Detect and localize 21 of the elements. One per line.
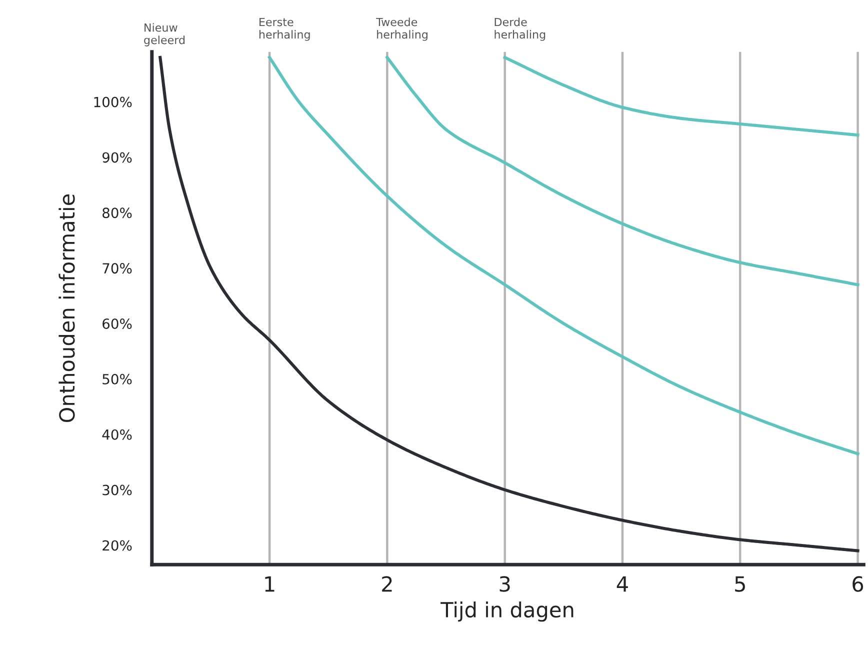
annotation: Nieuw geleerd [144,23,185,46]
ref-line-label: Tweede herhaling [376,18,428,41]
y-tick-label: 40% [102,429,132,440]
y-tick-label: 90% [102,152,132,163]
y-tick-label: 50% [102,374,132,384]
ref-line-label: Eerste herhaling [259,18,310,41]
y-axis-title: Onthouden informatie [58,194,75,422]
x-tick-label: 2 [382,576,392,592]
y-tick-label: 80% [102,208,132,218]
x-tick-label: 3 [500,576,510,592]
ref-line-label: Derde herhaling [494,18,546,41]
y-tick-label: 70% [102,263,132,274]
x-tick-label: 5 [735,576,745,592]
y-tick-label: 60% [102,318,132,329]
y-tick-label: 30% [102,484,132,496]
x-tick-label: 4 [616,576,628,592]
x-tick-label: 6 [852,576,864,592]
y-tick-label: 20% [102,540,132,551]
y-tick-label: 100% [94,96,132,108]
x-axis-title: Tijd in dagen [440,601,574,622]
x-tick-label: 1 [265,576,274,592]
